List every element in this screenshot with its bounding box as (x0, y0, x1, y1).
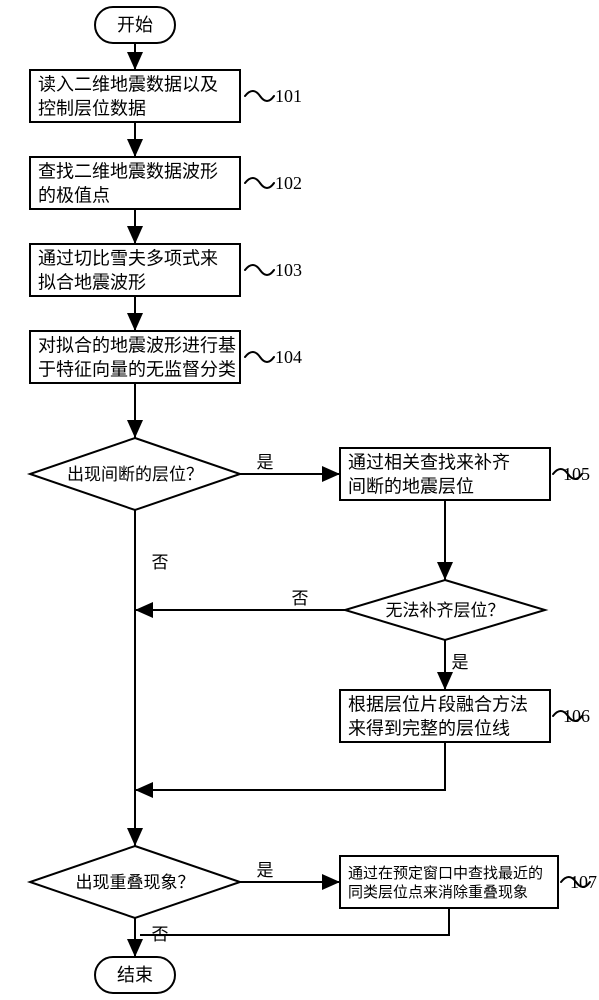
step-label: 107 (570, 872, 597, 892)
process-text: 根据层位片段融合方法 (348, 694, 528, 714)
process-text: 对拟合的地震波形进行基 (38, 335, 236, 355)
process-text: 同类层位点来消除重叠现象 (348, 884, 528, 901)
process-text: 通过在预定窗口中查找最近的 (348, 864, 543, 882)
process-s102: 查找二维地震数据波形的极值点 102 (30, 157, 302, 209)
process-text: 读入二维地震数据以及 (38, 74, 218, 94)
step-label: 104 (275, 347, 302, 367)
process-text: 于特征向量的无监督分类 (38, 359, 236, 379)
decision-text: 出现间断的层位？ (67, 465, 203, 484)
process-s106: 根据层位片段融合方法来得到完整的层位线 106 (340, 690, 590, 742)
label-yes: 是 (257, 861, 274, 880)
process-text: 查找二维地震数据波形 (38, 161, 218, 181)
svg-text:结束: 结束 (117, 965, 153, 985)
step-label: 101 (275, 86, 302, 106)
process-s107: 通过在预定窗口中查找最近的同类层位点来消除重叠现象 107 (340, 856, 597, 908)
terminal-end: 结束 (95, 957, 175, 993)
process-text: 的极值点 (38, 185, 110, 205)
decision-text: 无法补齐层位？ (386, 601, 505, 620)
step-label: 105 (563, 464, 590, 484)
decision-d2: 无法补齐层位？ 是 否 (292, 580, 546, 672)
label-yes: 是 (452, 653, 469, 672)
process-text: 间断的地震层位 (348, 476, 474, 496)
step-label: 106 (563, 706, 590, 726)
label-no: 否 (152, 925, 169, 944)
label-no: 否 (152, 553, 169, 572)
decision-d1: 出现间断的层位？ 是否 (30, 438, 274, 572)
process-s104: 对拟合的地震波形进行基于特征向量的无监督分类 104 (30, 331, 302, 383)
arrow (135, 742, 445, 790)
process-s101: 读入二维地震数据以及控制层位数据 101 (30, 70, 302, 122)
process-text: 来得到完整的层位线 (348, 718, 510, 738)
decision-text: 出现重叠现象？ (76, 873, 195, 892)
process-s105: 通过相关查找来补齐间断的地震层位 105 (340, 448, 590, 500)
step-label: 102 (275, 173, 302, 193)
terminal-start: 开始 (95, 7, 175, 43)
label-yes: 是 (257, 453, 274, 472)
label-no: 否 (292, 589, 309, 608)
step-label: 103 (275, 260, 302, 280)
process-s103: 通过切比雪夫多项式来拟合地震波形 103 (30, 244, 302, 296)
process-text: 通过相关查找来补齐 (348, 452, 510, 472)
process-text: 通过切比雪夫多项式来 (38, 248, 218, 268)
arrow (140, 908, 449, 935)
svg-text:开始: 开始 (117, 15, 153, 35)
decision-d3: 出现重叠现象？ 是否 (30, 846, 274, 944)
process-text: 拟合地震波形 (38, 272, 146, 292)
process-text: 控制层位数据 (38, 98, 146, 118)
